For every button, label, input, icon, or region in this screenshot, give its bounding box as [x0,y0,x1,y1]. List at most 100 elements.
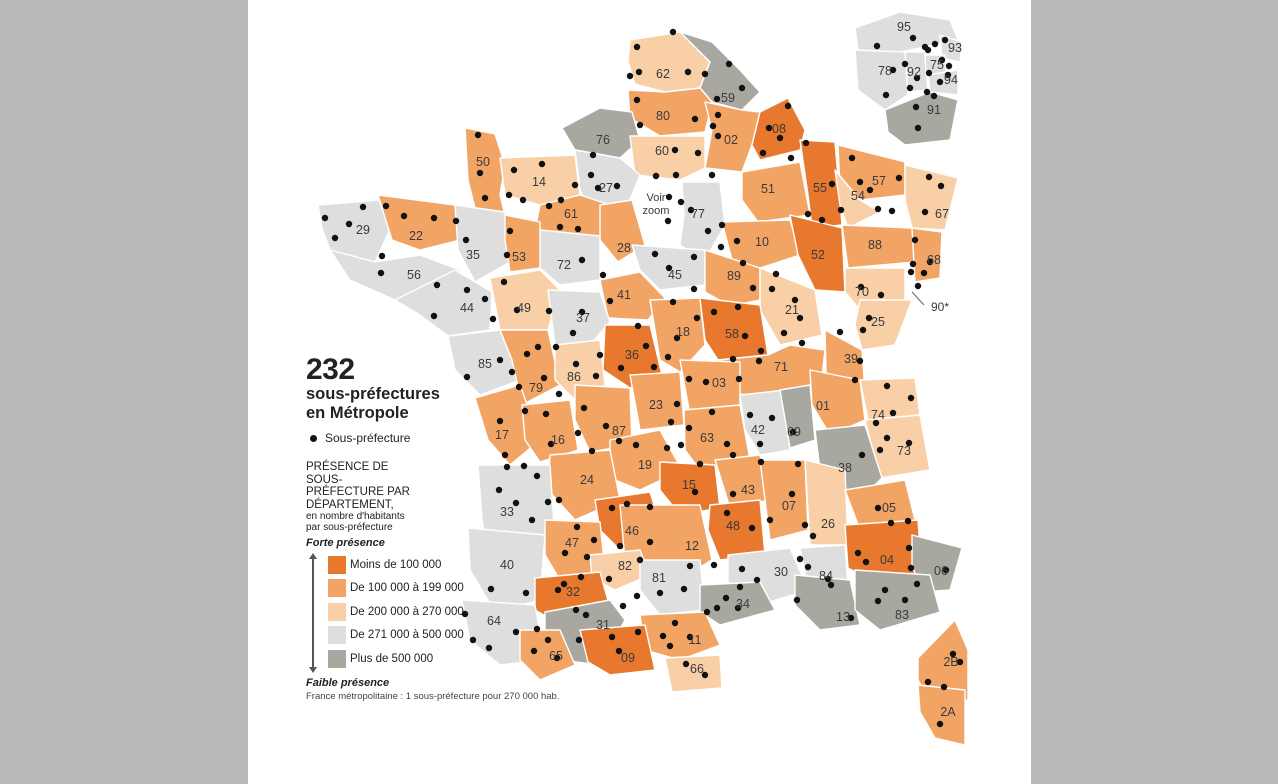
department-13 [794,574,861,631]
sous-prefecture-dot [876,446,884,454]
sous-prefecture-dot [582,611,590,619]
sous-prefecture-dot [544,498,552,506]
sous-prefecture-dot [617,364,625,372]
sous-prefecture-dot [522,589,530,597]
department-label-95: 95 [897,20,911,34]
sous-prefecture-dot [667,418,675,426]
department-label-29: 29 [356,223,370,237]
sous-prefecture-dot [602,422,610,430]
legend-label-0: Moins de 100 000 [350,558,442,571]
sous-prefecture-dot [776,134,784,142]
sous-prefecture-dot [652,172,660,180]
sous-prefecture-dot [575,636,583,644]
sous-prefecture-dot [874,205,882,213]
department-label-43: 43 [741,483,755,497]
sous-prefecture-dot [873,42,881,50]
department-label-64: 64 [487,614,501,628]
sous-prefecture-dot [589,151,597,159]
sous-prefecture-dot [552,343,560,351]
department-label-34: 34 [736,597,750,611]
sous-prefecture-dot [858,451,866,459]
sous-prefecture-dot [937,182,945,190]
sous-prefecture-dot [672,171,680,179]
sous-prefecture-dot [538,160,546,168]
sous-prefecture-dot [729,490,737,498]
sous-prefecture-dot [555,496,563,504]
department-label-42: 42 [751,423,765,437]
sous-prefecture-dot [592,372,600,380]
sous-prefecture-dot [665,193,673,201]
sous-prefecture-dot [938,56,946,64]
sous-prefecture-dot [889,409,897,417]
headline-line2: en Métropole [306,404,409,422]
department-label-88: 88 [868,238,882,252]
sous-prefecture-dot [476,169,484,177]
sous-prefecture-dot [669,28,677,36]
sous-prefecture-dot [748,524,756,532]
department-34 [699,581,776,626]
sous-prefecture-dot [554,586,562,594]
sous-prefecture-dot [623,500,631,508]
sous-prefecture-dot [489,315,497,323]
department-label-71: 71 [774,360,788,374]
sous-prefecture-dot [501,451,509,459]
sous-prefecture-dot [664,217,672,225]
department-label-93: 93 [948,41,962,55]
sous-prefecture-dot [636,121,644,129]
sous-prefecture-dot [382,202,390,210]
department-78 [854,49,909,111]
sous-prefecture-dot [753,576,761,584]
sous-prefecture-dot [956,658,964,666]
department-label-17: 17 [495,428,509,442]
sous-prefecture-dot [733,237,741,245]
department-02 [704,101,761,173]
sous-prefecture-dot [495,486,503,494]
department-81 [639,559,706,616]
sous-prefecture-dot [905,544,913,552]
sous-prefecture-dot [359,203,367,211]
sous-prefecture-dot [512,628,520,636]
sous-prefecture-dot [463,286,471,294]
sous-prefecture-dot [321,214,329,222]
sous-prefecture-dot [556,223,564,231]
department-label-53: 53 [512,250,526,264]
sous-prefecture-dot [520,462,528,470]
sous-prefecture-dot [599,271,607,279]
sous-prefecture-dot [572,606,580,614]
sous-prefecture-dot [664,353,672,361]
sous-prefecture-dot [708,408,716,416]
sous-prefecture-dot [615,647,623,655]
sous-prefecture-dot [729,451,737,459]
department-label-24: 24 [580,473,594,487]
sous-prefecture-dot [633,43,641,51]
sous-prefecture-dot [911,236,919,244]
department-label-55: 55 [813,181,827,195]
department-label-78: 78 [878,64,892,78]
sous-prefecture-dot [836,328,844,336]
department-label-15: 15 [682,478,696,492]
sous-prefecture-dot [574,429,582,437]
department-label-76: 76 [596,133,610,147]
sous-prefecture-dot [505,191,513,199]
department-label-89: 89 [727,269,741,283]
sous-prefecture-dot [594,184,602,192]
sous-prefecture-dot [608,504,616,512]
department-label-2B: 2B [943,655,958,669]
sous-prefecture-dot [877,291,885,299]
sous-prefecture-dots-layer [321,28,964,728]
sous-prefecture-dot [496,356,504,364]
sous-prefecture-dot [590,536,598,544]
sous-prefecture-dot [859,326,867,334]
sous-prefecture-dot [734,303,742,311]
sous-prefecture-dot [848,154,856,162]
legend-label-3: De 271 000 à 500 000 [350,629,464,642]
sous-prefecture-dot [433,281,441,289]
department-label-12: 12 [685,539,699,553]
sous-prefecture-dot [735,375,743,383]
department-label-81: 81 [652,571,666,585]
sous-prefecture-dot [528,516,536,524]
legend-class-0: Moins de 100 000 [328,553,606,577]
sous-prefecture-dot [909,34,917,42]
sous-prefecture-dot [713,604,721,612]
department-label-54: 54 [851,189,865,203]
